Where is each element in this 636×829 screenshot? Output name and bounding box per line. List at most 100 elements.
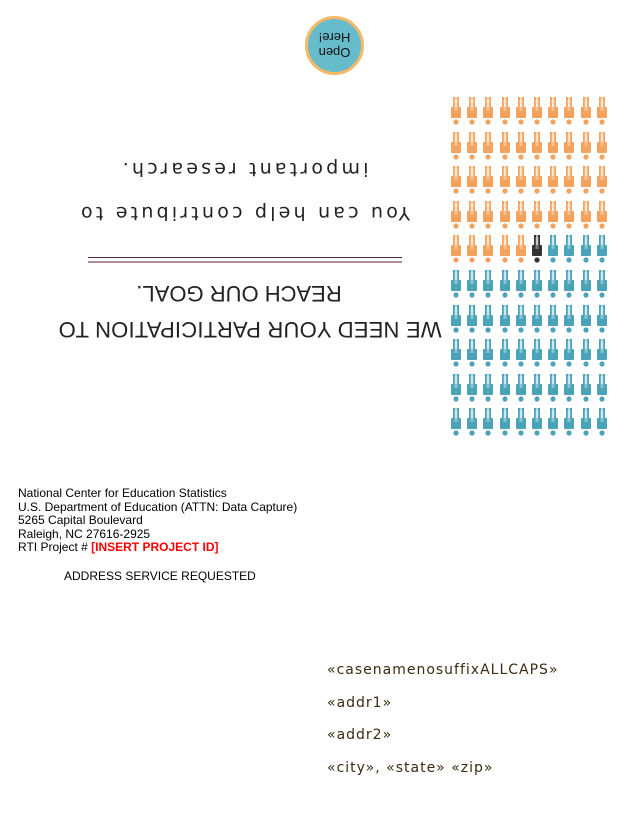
person-icon [467,200,478,229]
return-address-line2: U.S. Department of Education (ATTN: Data… [18,499,298,514]
person-icon [451,131,461,160]
person-icon [467,97,478,125]
person-icon [548,235,559,263]
subtext-line2: important research. [119,158,369,180]
person-icon [548,270,559,298]
person-icon [451,408,461,436]
person-icon [580,131,591,160]
person-icon [515,270,526,298]
person-icon [564,373,575,402]
person-icon [548,200,559,229]
person-icon [564,270,575,298]
person-icon [451,270,461,298]
person-icon [483,270,494,298]
person-icon [580,304,591,333]
person-icon [596,304,607,333]
person-icon [515,373,526,402]
person-icon [515,304,526,333]
person-icon [515,339,526,367]
person-icon [596,200,607,229]
return-address-line4: Raleigh, NC 27616-2925 [18,526,151,541]
person-icon [564,235,575,263]
badge-line1: Open [318,45,351,61]
person-icon [532,166,542,194]
person-icon [483,235,494,263]
person-icon [515,131,526,160]
person-icon [564,131,575,160]
person-icon [499,408,510,436]
open-here-badge: Open Here! [305,16,364,75]
subtext-line1: You can help contribute to [77,202,411,224]
person-icon [483,373,494,402]
person-icon [532,200,542,229]
person-icon [451,235,461,263]
person-icon [532,373,542,402]
person-icon [499,304,510,333]
recipient-addr2: «addr2» [327,727,393,743]
person-icon [580,270,591,298]
person-icon [532,339,542,367]
person-icon [451,304,461,333]
person-icon [564,200,575,229]
person-icon [499,166,510,194]
person-icon [596,166,607,194]
person-icon [564,166,575,194]
person-icon [515,97,526,125]
person-icon [483,97,494,125]
badge-line2: Here! [318,30,351,46]
person-icon [467,304,478,333]
person-icon [515,200,526,229]
person-icon [596,339,607,367]
person-icon [580,339,591,367]
return-address-line1: National Center for Education Statistics [18,486,227,500]
person-icon [548,166,559,194]
project-line: RTI Project # [INSERT PROJECT ID] [18,541,297,555]
double-rule-divider [88,255,402,263]
person-icon [467,408,478,436]
person-icon [564,408,575,436]
person-icon [596,408,607,436]
return-address: National Center for Education Statistics… [18,486,298,555]
person-icon [548,339,559,367]
person-icon [580,373,591,402]
person-icon [596,97,607,125]
person-icon [596,235,607,263]
person-icon [467,270,478,298]
person-icon [483,408,494,436]
headline-line2: REACH OUR GOAL. [136,281,342,306]
person-icon [564,97,575,125]
recipient-city-state-zip: «city», «state» «zip» [327,759,494,776]
person-icon [499,270,510,298]
person-icon [483,200,494,229]
headline-line1: WE NEED YOUR PARTICIPATION TO [58,317,442,342]
person-icon [483,339,494,367]
person-icon [467,166,478,194]
person-icon [499,373,510,402]
person-icon [451,373,461,402]
recipient-addr1: «addr1» [327,694,393,711]
person-icon [548,408,559,436]
person-icon [532,97,542,125]
person-icon [451,166,461,194]
person-icon [580,200,591,229]
person-icon [532,131,542,160]
project-label: RTI Project # [18,540,92,555]
person-icon [499,339,510,367]
person-icon [532,235,542,263]
person-icon [532,270,542,298]
person-icon [564,304,575,333]
person-icon [499,200,510,229]
person-icon [483,166,494,194]
return-address-line3: 5265 Capital Boulevard [18,513,143,528]
address-service-requested: ADDRESS SERVICE REQUESTED [64,569,256,583]
participation-icon-grid [450,97,616,439]
person-icon [467,131,478,160]
person-icon [580,97,591,125]
person-icon [451,339,461,367]
person-icon [596,270,607,298]
person-icon [596,373,607,402]
person-icon [483,304,494,333]
person-icon [580,235,591,263]
person-icon [467,339,478,367]
person-icon [596,131,607,160]
